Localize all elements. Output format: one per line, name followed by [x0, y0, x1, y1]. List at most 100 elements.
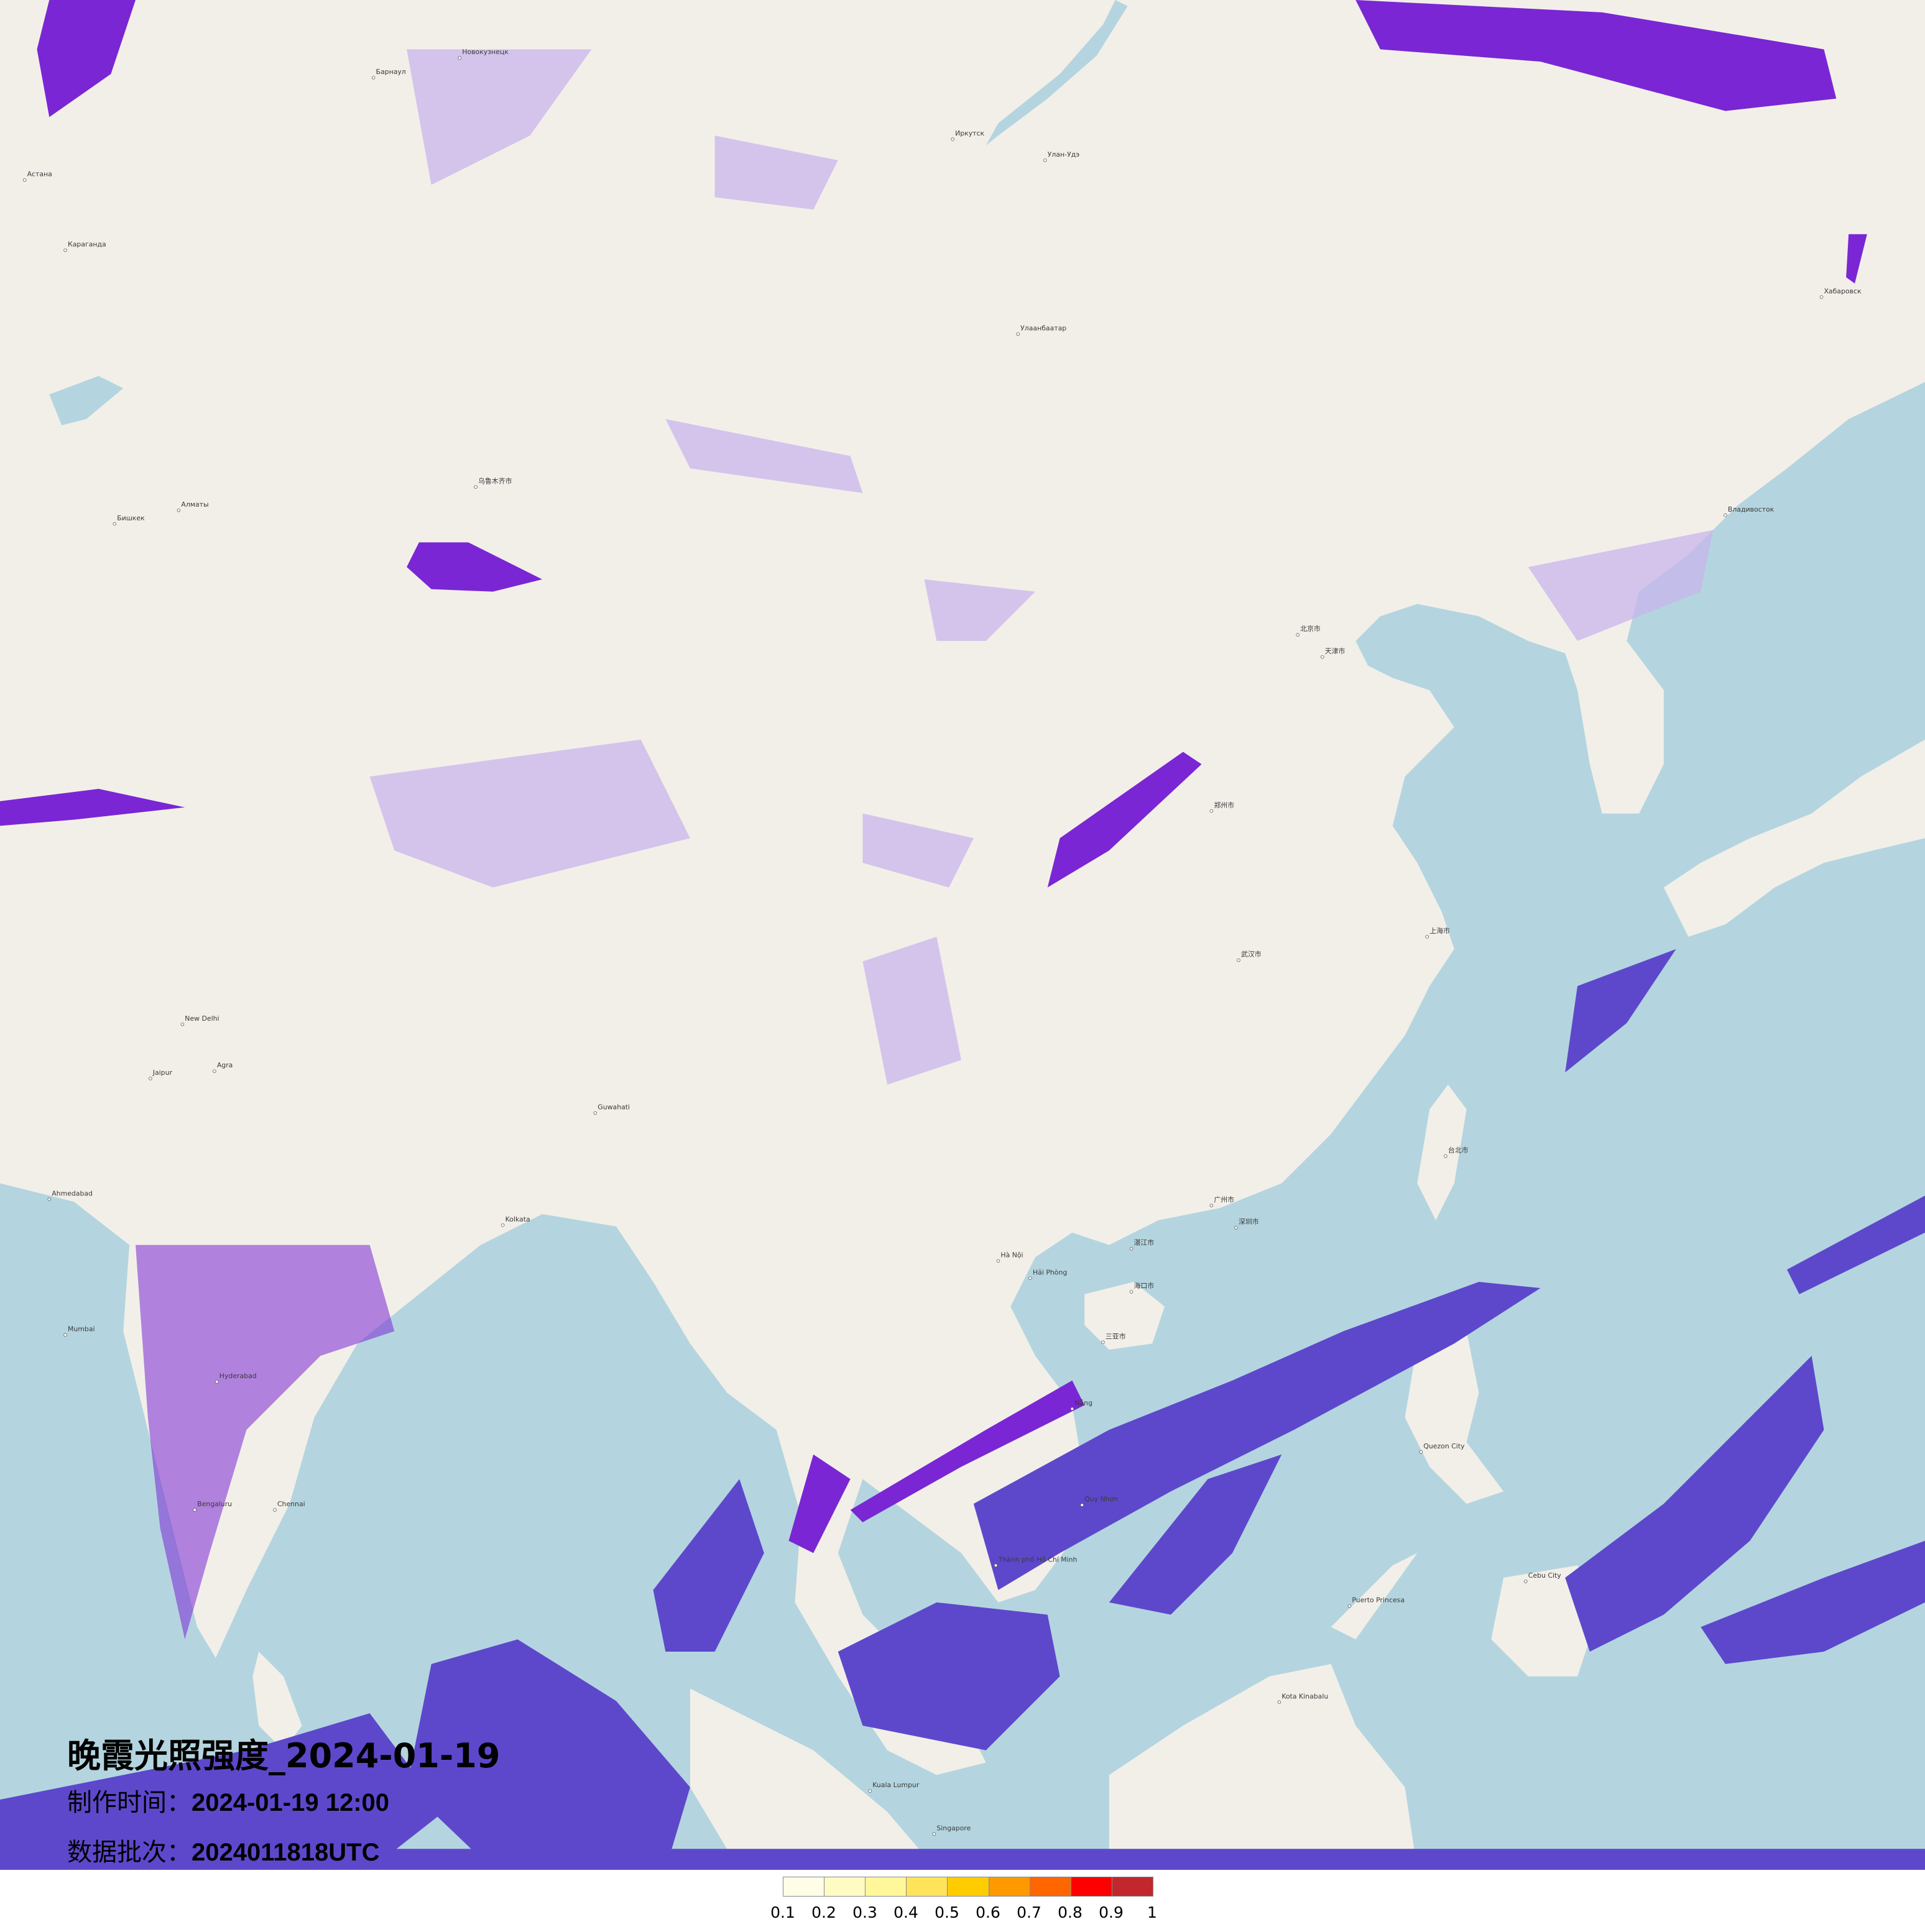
data-batch-value: 2024011818UTC	[192, 1839, 380, 1866]
city-label: 郑州市	[1214, 801, 1234, 809]
city-label: 北京市	[1300, 624, 1321, 633]
city-label: Puerto Princesa	[1352, 1596, 1405, 1604]
city-label: Chennai	[277, 1500, 305, 1508]
city-marker-icon	[1237, 958, 1240, 962]
city-marker-icon	[149, 1077, 152, 1080]
legend-swatch	[1071, 1877, 1112, 1896]
city-marker-icon	[213, 1069, 216, 1073]
city-marker-icon	[215, 1380, 219, 1384]
city-label: Singapore	[936, 1824, 971, 1833]
city-label: Nẵng	[1074, 1399, 1092, 1407]
map-title: 晚霞光照强度_2024-01-19	[67, 1736, 501, 1775]
intensity-overlay	[0, 0, 1925, 1870]
lake-balkhash	[49, 375, 124, 426]
city-marker-icon	[1419, 1450, 1423, 1454]
city-marker-icon	[1277, 1700, 1281, 1704]
city-marker-icon	[593, 1111, 598, 1115]
city-marker-icon	[994, 1563, 998, 1568]
legend-tick-label: 0.4	[893, 1903, 918, 1921]
city-label: 上海市	[1429, 926, 1450, 935]
made-time-label: 制作时间：	[67, 1788, 192, 1817]
city-label: Новокузнецк	[462, 48, 509, 56]
legend-swatch	[866, 1877, 907, 1896]
city-marker-icon	[371, 76, 376, 80]
map[interactable]: Астана Караганда Барнаул Новокузнецк Иркутск…	[0, 0, 1925, 1870]
legend-swatch	[1112, 1877, 1153, 1896]
city-label: Bengaluru	[197, 1500, 232, 1508]
city-label: Hà Nội	[1000, 1251, 1023, 1259]
legend-tick-label: 0.6	[976, 1903, 1000, 1921]
city-label: Guwahati	[598, 1103, 630, 1111]
data-batch: 数据批次：2024011818UTC	[67, 1828, 500, 1877]
legend-tick-label: 0.1	[770, 1903, 795, 1921]
city-marker-icon	[501, 1223, 505, 1227]
city-marker-icon	[63, 1333, 67, 1337]
city-label: 深圳市	[1239, 1217, 1259, 1226]
city-label: 乌鲁木齐市	[478, 476, 512, 485]
city-marker-icon	[1724, 513, 1727, 517]
city-label: Улан-Удэ	[1048, 150, 1079, 159]
city-label: Cebu City	[1528, 1571, 1561, 1580]
city-marker-icon	[1101, 1340, 1105, 1345]
city-label: Улаанбаатар	[1020, 324, 1066, 332]
city-label: Jaipur	[152, 1069, 173, 1077]
lake-baikal	[986, 0, 1128, 145]
city-marker-icon	[868, 1789, 872, 1793]
city-marker-icon	[458, 56, 462, 60]
city-marker-icon	[1347, 1604, 1352, 1608]
city-label: Иркутск	[955, 129, 984, 137]
city-marker-icon	[1129, 1290, 1133, 1294]
city-marker-icon	[1296, 633, 1299, 637]
city-label: Kuala Lumpur	[872, 1781, 920, 1789]
legend-swatch	[824, 1877, 866, 1896]
city-label: Алматы	[181, 500, 208, 508]
title-block: 晚霞光照强度_2024-01-19 制作时间：2024-01-19 12:00 …	[67, 1734, 500, 1877]
city-label: 三亚市	[1106, 1332, 1126, 1340]
city-marker-icon	[273, 1508, 277, 1512]
city-label: Kolkata	[505, 1215, 530, 1223]
city-label: Караганда	[68, 241, 106, 249]
city-label: Thành phố Hồ Chí Minh	[997, 1555, 1077, 1563]
city-marker-icon	[951, 137, 954, 141]
city-marker-icon	[1425, 935, 1429, 939]
legend-swatch	[948, 1877, 989, 1896]
city-label: Хабаровск	[1824, 287, 1861, 295]
color-legend	[783, 1877, 1153, 1897]
city-marker-icon	[63, 248, 67, 252]
city-label: Quezon City	[1423, 1442, 1465, 1450]
city-marker-icon	[22, 178, 27, 182]
legend-swatch	[783, 1877, 825, 1896]
city-label: New Delhi	[185, 1014, 219, 1023]
city-label: Agra	[217, 1061, 233, 1069]
city-label: 武汉市	[1241, 950, 1262, 959]
city-labels: Астана Караганда Барнаул Новокузнецк Иркутск…	[22, 48, 1862, 1836]
city-marker-icon	[177, 508, 181, 512]
city-label: Hải Phòng	[1033, 1268, 1067, 1276]
city-label: Ahmedabad	[52, 1189, 93, 1197]
city-marker-icon	[47, 1197, 52, 1202]
legend-ticks: 0.1 0.2 0.3 0.4 0.5 0.6 0.7 0.8 0.9 1	[770, 1903, 1157, 1925]
city-label: Астана	[27, 170, 52, 178]
city-label: 湛江市	[1134, 1238, 1155, 1247]
legend-swatch	[989, 1877, 1030, 1896]
sea	[0, 382, 1925, 1870]
islands	[252, 739, 1925, 1870]
city-marker-icon	[1234, 1226, 1238, 1230]
city-marker-icon	[1043, 158, 1047, 162]
data-batch-label: 数据批次：	[67, 1838, 192, 1867]
city-marker-icon	[1209, 1203, 1214, 1208]
city-label: 台北市	[1448, 1146, 1469, 1154]
city-marker-icon	[1524, 1580, 1528, 1583]
city-marker-icon	[180, 1022, 185, 1026]
legend-tick-label: 0.9	[1099, 1903, 1124, 1921]
city-marker-icon	[1320, 655, 1324, 659]
city-marker-icon	[996, 1259, 1000, 1263]
city-marker-icon	[1819, 295, 1824, 299]
legend-swatch	[907, 1877, 948, 1896]
city-marker-icon	[474, 485, 478, 489]
made-time: 制作时间：2024-01-19 12:00	[67, 1778, 500, 1828]
city-label: Mumbai	[68, 1325, 95, 1333]
made-time-value: 2024-01-19 12:00	[192, 1789, 390, 1816]
city-marker-icon	[1129, 1246, 1133, 1251]
city-marker-icon	[1016, 332, 1020, 336]
